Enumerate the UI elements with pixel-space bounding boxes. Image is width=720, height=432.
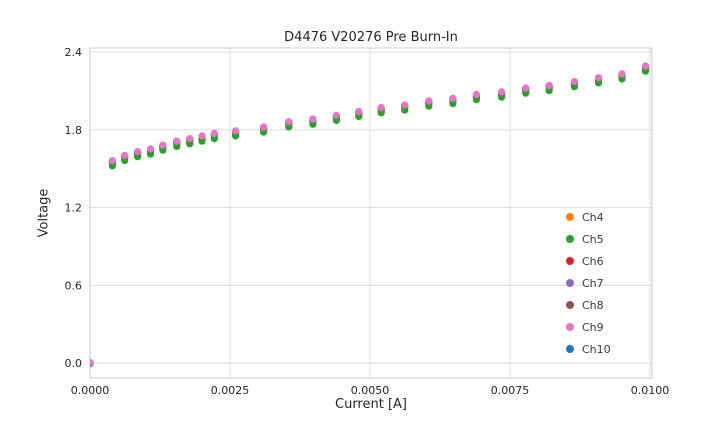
point-Ch9 xyxy=(232,127,240,135)
legend-marker-Ch7 xyxy=(566,279,574,287)
y-axis-label: Voltage xyxy=(36,188,52,238)
point-Ch5 xyxy=(498,93,506,101)
x-axis-label: Current [A] xyxy=(335,397,407,412)
point-Ch9 xyxy=(186,135,194,143)
point-Ch5 xyxy=(159,146,167,154)
legend-marker-Ch10 xyxy=(566,345,574,353)
point-Ch5 xyxy=(146,150,155,158)
point-Ch9 xyxy=(121,151,129,159)
x-tick-label: 0.0000 xyxy=(71,384,110,397)
legend-label: Ch6 xyxy=(582,254,604,268)
legend-label: Ch8 xyxy=(582,298,604,312)
point-Ch5 xyxy=(355,112,363,121)
point-Ch5 xyxy=(570,83,579,91)
point-Ch5 xyxy=(618,75,626,83)
point-Ch9 xyxy=(210,129,218,137)
point-Ch5 xyxy=(173,142,181,150)
y-tick-label: 1.8 xyxy=(65,124,83,137)
legend-label: Ch10 xyxy=(582,342,611,356)
legend-item-Ch7: Ch7 xyxy=(566,272,611,294)
point-Ch5 xyxy=(285,123,293,131)
point-Ch5 xyxy=(198,137,206,145)
x-tick-label: 0.0100 xyxy=(631,384,670,397)
point-Ch9 xyxy=(472,90,480,99)
point-Ch9 xyxy=(522,84,530,92)
point-Ch5 xyxy=(449,100,457,108)
point-Ch9 xyxy=(498,88,506,96)
point-Ch5 xyxy=(401,106,409,114)
point-Ch9 xyxy=(401,101,409,109)
point-Ch9 xyxy=(449,94,457,102)
legend-item-Ch9: Ch9 xyxy=(566,316,611,338)
point-Ch9 xyxy=(146,145,155,153)
point-Ch5 xyxy=(332,116,340,124)
y-tick-label: 0.0 xyxy=(65,357,83,370)
chart-title: D4476 V20276 Pre Burn-In xyxy=(284,30,458,45)
point-Ch9 xyxy=(618,70,626,78)
point-Ch9 xyxy=(594,74,603,82)
y-tick-label: 1.2 xyxy=(65,202,83,215)
legend-label: Ch9 xyxy=(582,320,604,334)
point-Ch9 xyxy=(570,78,579,86)
point-Ch5 xyxy=(641,67,650,75)
legend-item-Ch5: Ch5 xyxy=(566,228,611,250)
legend-item-Ch4: Ch4 xyxy=(566,206,611,228)
point-Ch9 xyxy=(309,115,317,123)
plot-border xyxy=(89,47,653,379)
y-tick-label: 0.6 xyxy=(65,279,83,292)
point-Ch9 xyxy=(134,147,142,156)
point-Ch9 xyxy=(425,97,433,105)
point-Ch9 xyxy=(198,132,206,140)
point-Ch5 xyxy=(121,157,129,165)
legend-item-Ch8: Ch8 xyxy=(566,294,611,316)
point-Ch5 xyxy=(260,128,268,136)
point-Ch9 xyxy=(377,103,385,112)
legend-item-Ch6: Ch6 xyxy=(566,250,611,272)
point-Ch5 xyxy=(186,140,194,148)
point-Ch9 xyxy=(260,123,268,131)
legend-label: Ch7 xyxy=(582,276,604,290)
point-Ch5 xyxy=(210,135,218,143)
x-tick-label: 0.0050 xyxy=(351,384,390,397)
legend-item-Ch10: Ch10 xyxy=(566,338,611,360)
point-Ch9 xyxy=(332,111,340,119)
legend-label: Ch4 xyxy=(582,210,604,224)
x-tick-label: 0.0075 xyxy=(491,384,530,397)
point-Ch5 xyxy=(425,102,433,110)
point-Ch9 xyxy=(173,137,181,145)
legend-marker-Ch8 xyxy=(566,301,574,309)
point-Ch5 xyxy=(232,132,240,140)
legend: Ch4 Ch5 Ch6 Ch7 Ch8 Ch9 Ch10 xyxy=(566,206,611,360)
point-Ch9 xyxy=(108,157,116,165)
point-Ch9 xyxy=(159,141,167,149)
legend-marker-Ch5 xyxy=(566,235,574,243)
point-Ch9 xyxy=(641,62,650,70)
legend-label: Ch5 xyxy=(582,232,604,246)
point-Ch5 xyxy=(472,96,480,104)
point-Ch5 xyxy=(545,87,553,95)
legend-marker-Ch9 xyxy=(566,323,574,331)
legend-marker-Ch4 xyxy=(566,213,574,221)
legend-marker-Ch6 xyxy=(566,257,574,265)
point-Ch9 xyxy=(545,81,553,89)
point-Ch5 xyxy=(134,153,142,161)
x-tick-label: 0.0025 xyxy=(211,384,250,397)
point-Ch9 xyxy=(285,118,293,126)
point-Ch5 xyxy=(377,109,385,117)
point-Ch9 xyxy=(90,359,94,367)
point-Ch5 xyxy=(594,79,603,87)
point-Ch5 xyxy=(522,89,530,97)
point-Ch5 xyxy=(309,120,317,128)
point-Ch5 xyxy=(108,162,116,170)
point-Ch9 xyxy=(355,107,363,115)
y-tick-label: 2.4 xyxy=(65,46,83,59)
